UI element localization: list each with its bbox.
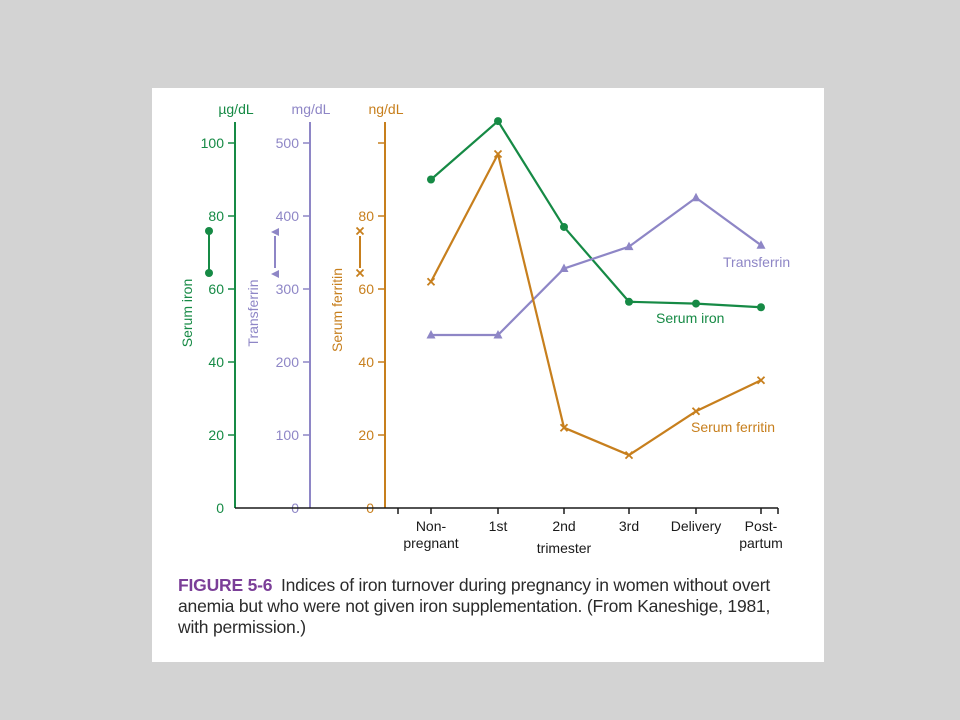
serum-iron-legend-marker bbox=[205, 269, 213, 277]
ferritin-data-point bbox=[426, 277, 436, 286]
iron-data-point bbox=[757, 303, 765, 312]
ferritin-data-point bbox=[559, 423, 569, 432]
ferritin-tick-label: 60 bbox=[358, 281, 374, 297]
transferrin-tick-label: 400 bbox=[276, 208, 300, 224]
transferrin-series-line bbox=[431, 196, 762, 337]
serum-iron-legend-marker bbox=[205, 227, 213, 235]
transferrin-data-point bbox=[426, 329, 436, 339]
ferritin-tick-label: 20 bbox=[358, 427, 374, 443]
transferrin-data-point bbox=[493, 329, 503, 339]
x-category-label: pregnant bbox=[403, 535, 458, 551]
transferrin-legend-marker bbox=[271, 270, 279, 278]
figure-label: FIGURE 5-6 bbox=[178, 575, 273, 595]
serum-ferritin-series-label: Serum ferritin bbox=[691, 419, 775, 435]
serum-iron-axis-title: Serum iron bbox=[179, 279, 195, 347]
iron-data-point bbox=[494, 117, 502, 126]
iron-data-point bbox=[427, 175, 435, 184]
ferritin-data-point bbox=[756, 376, 766, 385]
caption-line-1: Indices of iron turnover during pregnanc… bbox=[280, 575, 771, 595]
serum-ferritin-legend-marker bbox=[355, 268, 365, 278]
ferritin-tick-label: 40 bbox=[358, 354, 374, 370]
iron-tick-label: 80 bbox=[208, 208, 224, 224]
ferritin-data-point bbox=[691, 407, 701, 416]
transferrin-data-point bbox=[624, 241, 634, 251]
x-category-label: Post- bbox=[745, 518, 778, 534]
x-category-label: trimester bbox=[537, 540, 592, 556]
iron-data-point bbox=[625, 297, 633, 306]
ferritin-unit-label: ng/dL bbox=[368, 101, 403, 117]
transferrin-series-label: Transferrin bbox=[723, 254, 790, 270]
serum-ferritin-axis-title: Serum ferritin bbox=[329, 268, 345, 352]
x-category-label: 3rd bbox=[619, 518, 639, 534]
caption-line-2: anemia but who were not given iron suppl… bbox=[178, 596, 771, 616]
transferrin-legend-marker bbox=[271, 228, 279, 236]
iron-data-point bbox=[560, 222, 568, 231]
transferrin-unit-label: mg/dL bbox=[292, 101, 331, 117]
transferrin-tick-label: 100 bbox=[276, 427, 300, 443]
transferrin-data-point bbox=[756, 240, 766, 249]
x-category-label: Delivery bbox=[671, 518, 722, 534]
ferritin-tick-label: 80 bbox=[358, 208, 374, 224]
iron-tick-label: 100 bbox=[201, 135, 225, 151]
iron-tick-label: 20 bbox=[208, 427, 224, 443]
serum-iron-series-label: Serum iron bbox=[656, 310, 724, 326]
caption-line-3: with permission.) bbox=[178, 617, 306, 637]
transferrin-tick-label: 200 bbox=[276, 354, 300, 370]
ferritin-series-line bbox=[430, 152, 762, 457]
iron-tick-label: 0 bbox=[216, 500, 224, 516]
iron-data-point bbox=[692, 299, 700, 308]
x-category-label: Non- bbox=[416, 518, 447, 534]
transferrin-data-point bbox=[691, 192, 701, 202]
iron-series-line bbox=[430, 119, 762, 309]
transferrin-tick-label: 300 bbox=[276, 281, 300, 297]
x-category-label: 2nd bbox=[552, 518, 575, 534]
ferritin-data-point bbox=[493, 149, 503, 159]
transferrin-tick-label: 500 bbox=[276, 135, 300, 151]
iron-tick-label: 60 bbox=[208, 281, 224, 297]
iron-unit-label: µg/dL bbox=[218, 101, 254, 117]
figure-panel bbox=[152, 88, 824, 662]
iron-tick-label: 40 bbox=[208, 354, 224, 370]
figure-caption: FIGURE 5-6 Indices of iron turnover duri… bbox=[178, 575, 808, 638]
serum-ferritin-legend-marker bbox=[355, 226, 365, 236]
x-category-label: 1st bbox=[489, 518, 508, 534]
x-category-label: partum bbox=[739, 535, 783, 551]
ferritin-data-point bbox=[624, 450, 634, 460]
transferrin-data-point bbox=[559, 263, 569, 273]
transferrin-axis-title: Transferrin bbox=[245, 279, 261, 346]
